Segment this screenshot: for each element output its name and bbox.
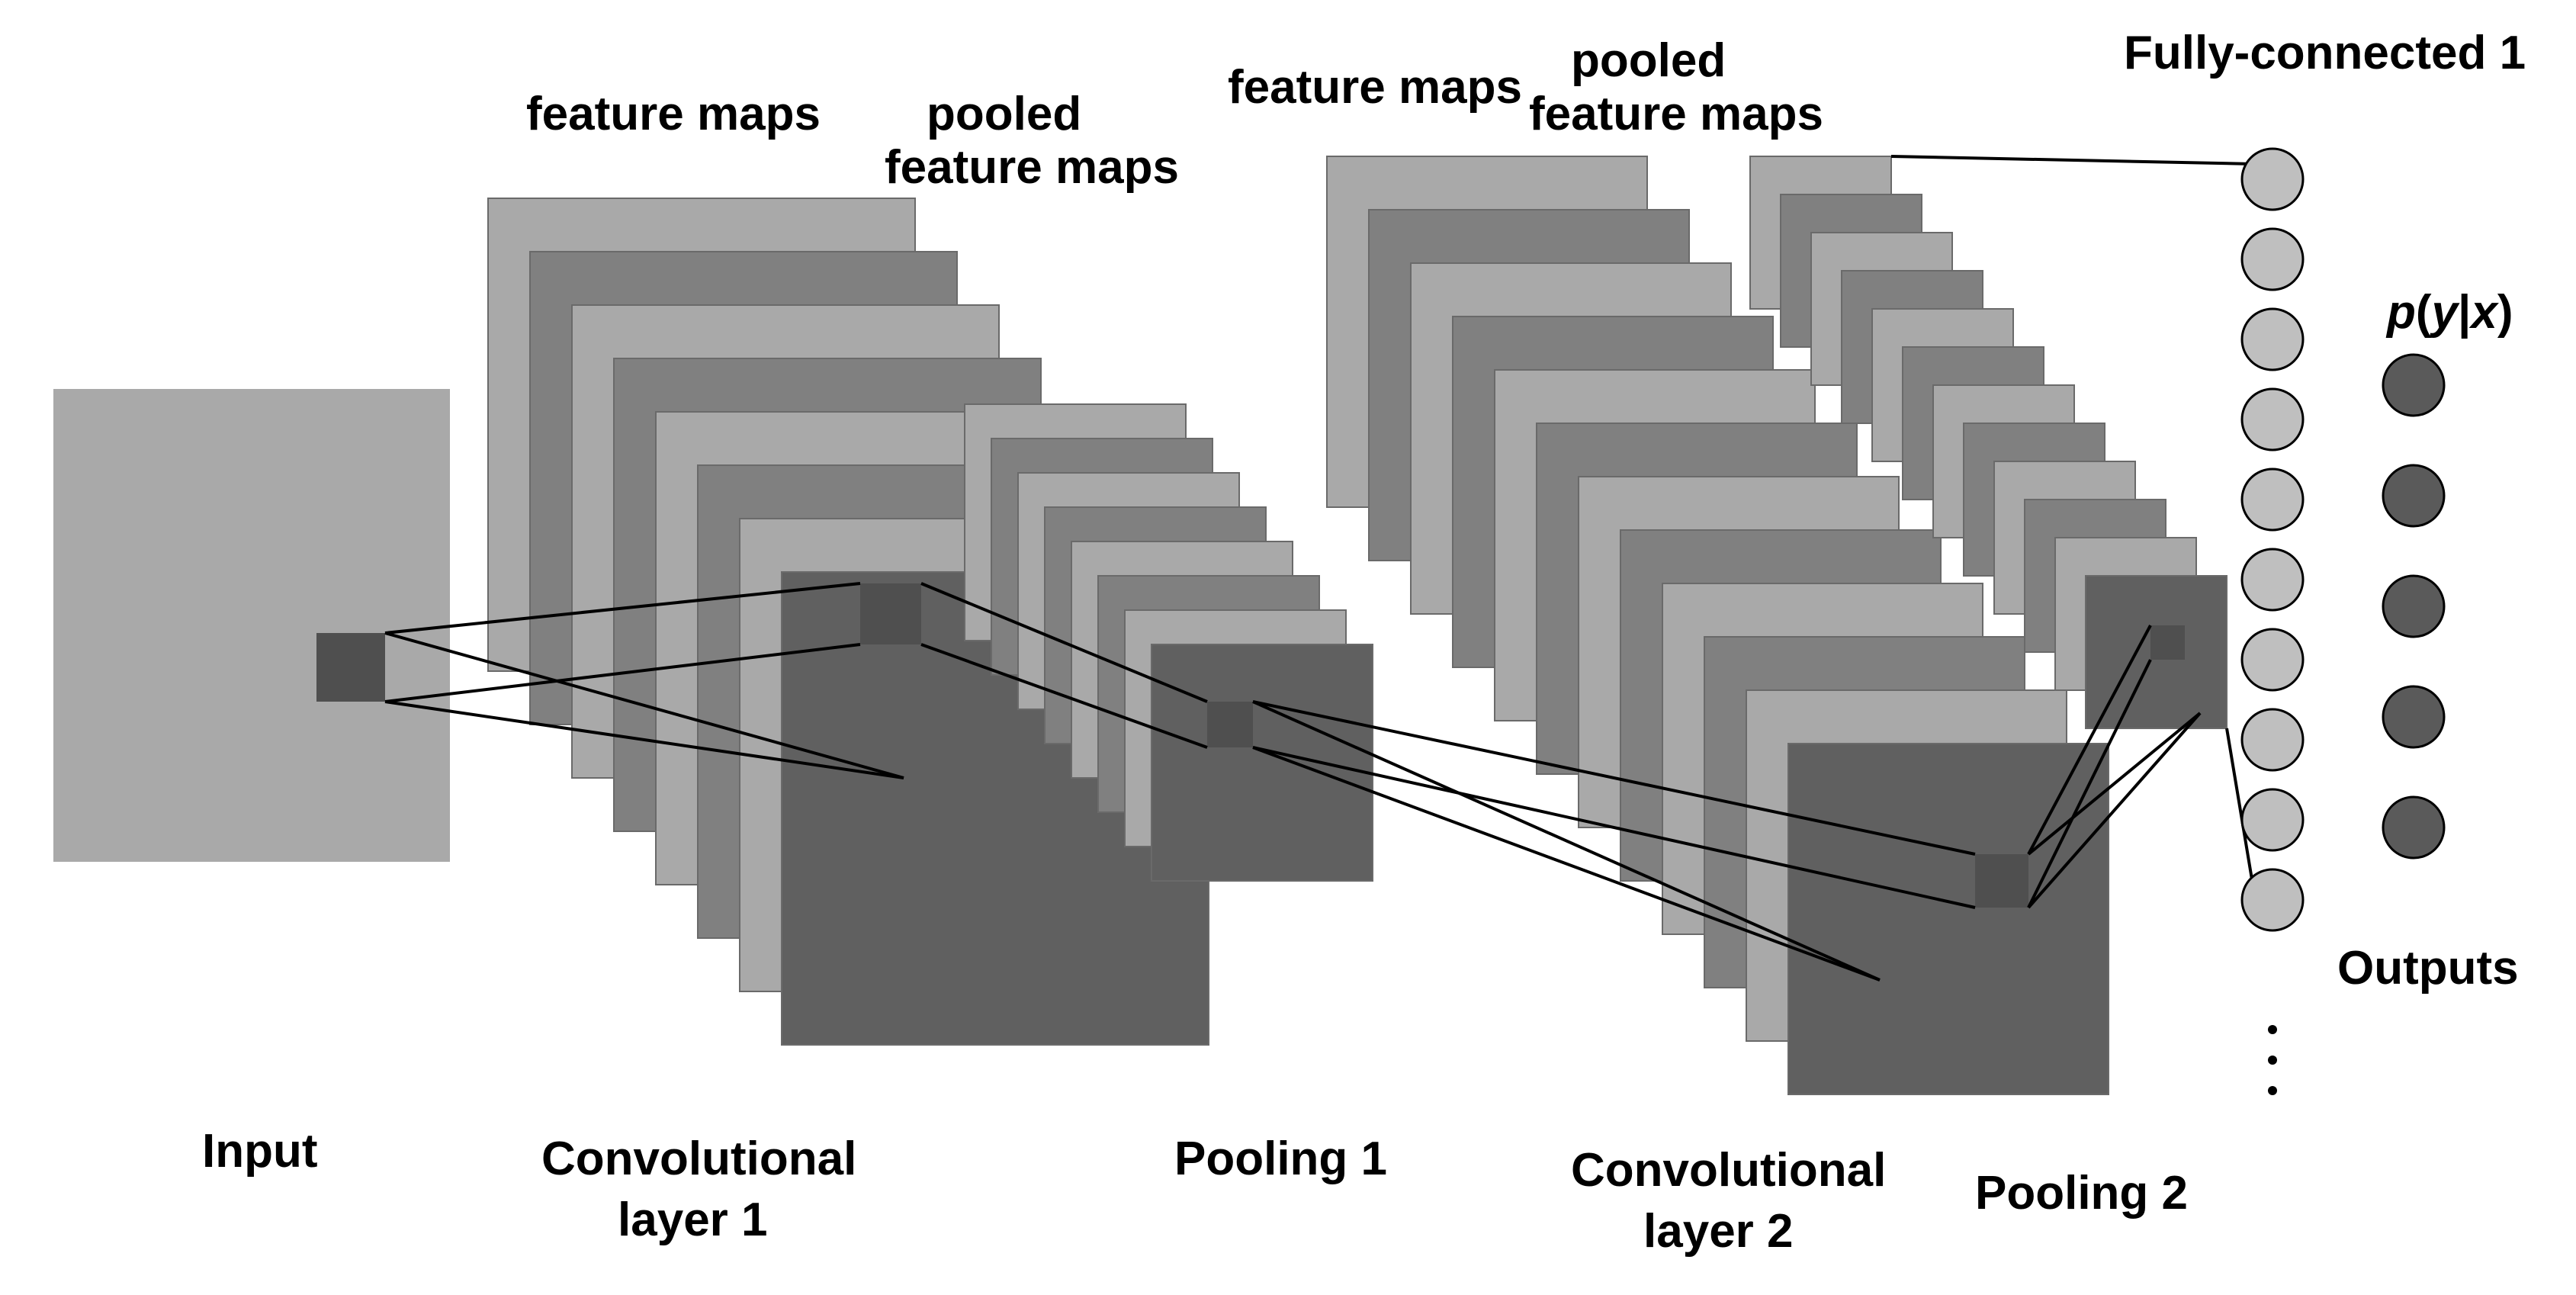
fc1-node bbox=[2242, 549, 2303, 610]
label-outputs: Outputs bbox=[2337, 942, 2519, 995]
ellipsis-dot bbox=[2268, 1056, 2277, 1065]
cnn-diagram: Inputfeature mapspooledfeature mapsfeatu… bbox=[0, 0, 2576, 1295]
ellipsis-dot bbox=[2268, 1025, 2277, 1034]
pool1-patch bbox=[1207, 702, 1253, 747]
label-pool2: Pooling 2 bbox=[1975, 1167, 2188, 1219]
label-conv2a: Convolutional bbox=[1571, 1144, 1886, 1197]
fc1-node bbox=[2242, 149, 2303, 210]
label-conv2b: layer 2 bbox=[1643, 1205, 1794, 1258]
fc1-node bbox=[2242, 469, 2303, 530]
fc1-node bbox=[2242, 229, 2303, 290]
label-pooled-1a: pooled bbox=[927, 88, 1081, 140]
fc1-node bbox=[2242, 869, 2303, 930]
fc1-node bbox=[2242, 629, 2303, 690]
conv2-patch bbox=[1975, 854, 2028, 908]
label-feature-maps-1: feature maps bbox=[526, 88, 821, 140]
fc1-node bbox=[2242, 309, 2303, 370]
fc1-node bbox=[2242, 389, 2303, 450]
conv1-patch bbox=[860, 583, 921, 644]
label-pooled-1b: feature maps bbox=[885, 141, 1179, 194]
label-pooled-2b: feature maps bbox=[1529, 88, 1823, 140]
label-input: Input bbox=[202, 1125, 318, 1178]
input-patch bbox=[316, 633, 385, 702]
fc1-node bbox=[2242, 789, 2303, 850]
label-fc1: Fully-connected 1 bbox=[2124, 27, 2526, 79]
label-pooled-2a: pooled bbox=[1571, 34, 1726, 87]
output-node bbox=[2383, 355, 2444, 416]
output-node bbox=[2383, 686, 2444, 747]
input-tile bbox=[53, 389, 450, 862]
pool2-patch bbox=[2150, 625, 2185, 660]
output-node bbox=[2383, 465, 2444, 526]
output-node bbox=[2383, 576, 2444, 637]
label-feature-maps-2: feature maps bbox=[1228, 61, 1522, 114]
fc1-node bbox=[2242, 709, 2303, 770]
connection-line bbox=[1891, 156, 2253, 164]
pool1-tile bbox=[1151, 644, 1373, 881]
output-node bbox=[2383, 797, 2444, 858]
label-conv1a: Convolutional bbox=[541, 1133, 856, 1185]
label-conv1b: layer 1 bbox=[618, 1194, 768, 1246]
label-pyx: p(y|x) bbox=[2385, 286, 2513, 339]
ellipsis-dot bbox=[2268, 1086, 2277, 1095]
label-pool1: Pooling 1 bbox=[1174, 1133, 1387, 1185]
